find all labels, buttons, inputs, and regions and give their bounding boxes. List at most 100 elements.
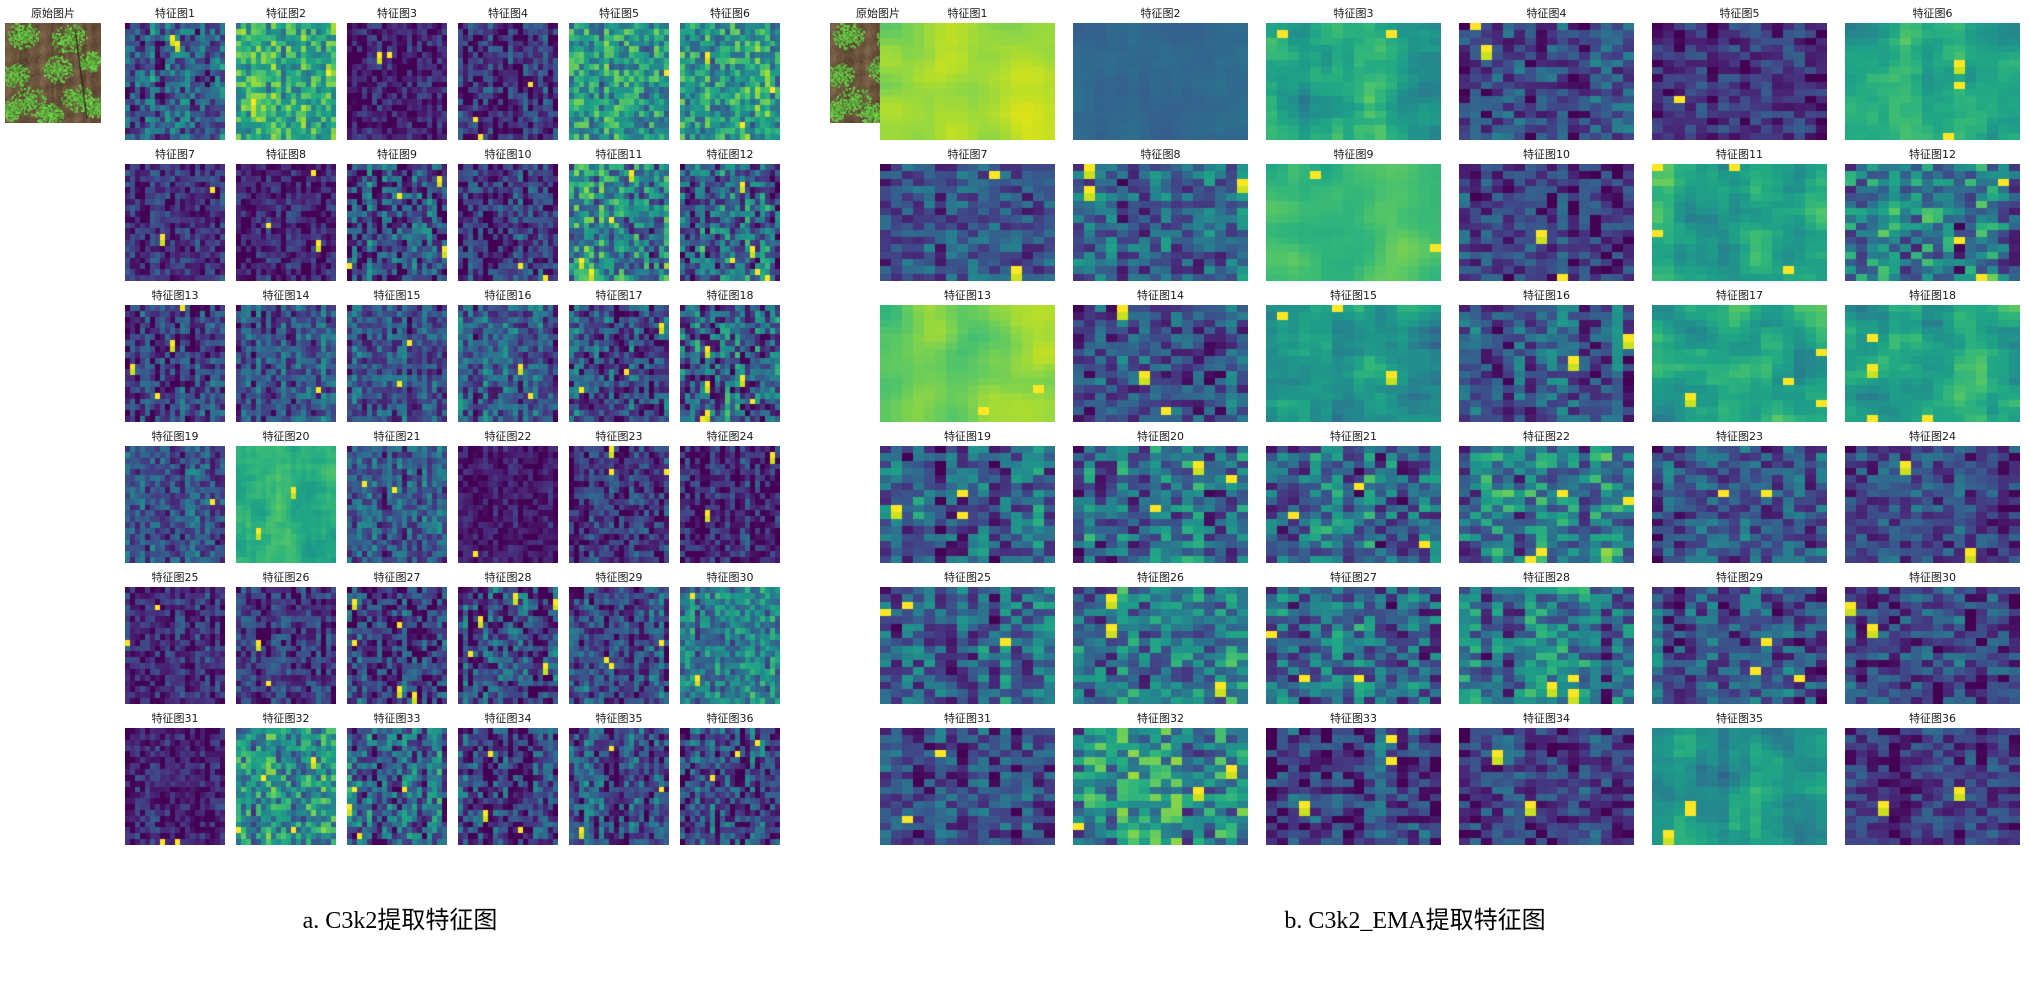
feature-map-label: 特征图17 <box>1716 289 1763 302</box>
feature-map-image <box>125 305 225 422</box>
feature-map-cell: 特征图14 <box>1073 287 1248 428</box>
feature-map-cell: 特征图17 <box>1652 287 1827 428</box>
feature-map-image <box>125 587 225 704</box>
feature-map-image <box>125 23 225 140</box>
feature-map-image <box>458 23 558 140</box>
feature-map-image <box>680 728 780 845</box>
feature-map-image <box>236 446 336 563</box>
feature-map-image <box>1652 446 1827 563</box>
feature-map-image <box>347 164 447 281</box>
feature-map-label: 特征图23 <box>1716 430 1763 443</box>
feature-map-image <box>680 446 780 563</box>
feature-map-cell: 特征图12 <box>1845 146 2020 287</box>
feature-map-grid-b: 特征图1 特征图2 特征图3 特征图4 特征图5 特征图6 特征图7 特征图8 特征图9 特征图1… <box>880 5 2020 851</box>
feature-map-image <box>1073 164 1248 281</box>
feature-map-label: 特征图8 <box>1140 148 1181 161</box>
feature-map-image <box>569 23 669 140</box>
feature-map-label: 特征图6 <box>710 7 750 20</box>
feature-map-image <box>1845 587 2020 704</box>
feature-map-label: 特征图20 <box>262 430 310 443</box>
feature-map-label: 特征图36 <box>1909 712 1956 725</box>
feature-map-label: 特征图15 <box>1330 289 1377 302</box>
feature-map-label: 特征图14 <box>1137 289 1184 302</box>
feature-map-cell: 特征图19 <box>125 428 225 569</box>
feature-map-cell: 特征图9 <box>347 146 447 287</box>
feature-map-label: 特征图1 <box>155 7 195 20</box>
feature-map-cell: 特征图8 <box>236 146 336 287</box>
feature-map-cell: 特征图31 <box>880 710 1055 851</box>
feature-map-cell: 特征图35 <box>1652 710 1827 851</box>
feature-map-image <box>880 164 1055 281</box>
feature-map-label: 特征图2 <box>1140 7 1181 20</box>
feature-map-cell: 特征图6 <box>1845 5 2020 146</box>
feature-map-image <box>1459 587 1634 704</box>
feature-map-image <box>1266 446 1441 563</box>
feature-map-cell: 特征图35 <box>569 710 669 851</box>
feature-map-cell: 特征图29 <box>569 569 669 710</box>
feature-map-image <box>347 23 447 140</box>
feature-map-image <box>1073 305 1248 422</box>
feature-map-label: 特征图2 <box>266 7 306 20</box>
feature-map-label: 特征图21 <box>373 430 421 443</box>
feature-map-image <box>236 587 336 704</box>
feature-map-label: 特征图16 <box>1523 289 1570 302</box>
feature-map-label: 特征图14 <box>262 289 310 302</box>
feature-map-label: 特征图17 <box>595 289 643 302</box>
feature-map-label: 特征图33 <box>1330 712 1377 725</box>
feature-map-image <box>1845 446 2020 563</box>
feature-map-image <box>1459 728 1634 845</box>
feature-map-cell: 特征图26 <box>236 569 336 710</box>
feature-map-cell: 特征图23 <box>569 428 669 569</box>
feature-map-cell: 特征图36 <box>1845 710 2020 851</box>
feature-map-image <box>1652 23 1827 140</box>
feature-map-label: 特征图18 <box>706 289 754 302</box>
original-image-label: 原始图片 <box>31 7 75 20</box>
feature-map-label: 特征图9 <box>377 148 417 161</box>
panel-c3k2-ema: 原始图片 特征图1 特征图2 特征图3 特征图4 特征图5 特征图6 特征图7 特征图8 特征图… <box>800 0 2030 900</box>
feature-map-label: 特征图22 <box>484 430 532 443</box>
feature-map-cell: 特征图7 <box>125 146 225 287</box>
feature-map-cell: 特征图5 <box>1652 5 1827 146</box>
feature-map-image <box>236 23 336 140</box>
feature-map-label: 特征图35 <box>1716 712 1763 725</box>
feature-map-image <box>347 446 447 563</box>
feature-map-cell: 特征图28 <box>1459 569 1634 710</box>
feature-map-label: 特征图6 <box>1912 7 1953 20</box>
feature-map-cell: 特征图9 <box>1266 146 1441 287</box>
feature-map-image <box>236 164 336 281</box>
feature-map-cell: 特征图33 <box>347 710 447 851</box>
feature-map-label: 特征图31 <box>151 712 199 725</box>
feature-map-label: 特征图20 <box>1137 430 1184 443</box>
feature-map-cell: 特征图7 <box>880 146 1055 287</box>
feature-map-cell: 特征图15 <box>347 287 447 428</box>
feature-map-cell: 特征图15 <box>1266 287 1441 428</box>
feature-map-label: 特征图13 <box>944 289 991 302</box>
feature-map-cell: 特征图3 <box>1266 5 1441 146</box>
feature-map-image <box>1845 305 2020 422</box>
feature-map-image <box>347 587 447 704</box>
feature-map-cell: 特征图13 <box>880 287 1055 428</box>
feature-map-image <box>347 728 447 845</box>
feature-map-cell: 特征图10 <box>1459 146 1634 287</box>
feature-map-label: 特征图1 <box>947 7 988 20</box>
panel-caption-a: a. C3k2提取特征图 <box>302 908 498 934</box>
feature-map-cell: 特征图25 <box>880 569 1055 710</box>
feature-map-label: 特征图30 <box>1909 571 1956 584</box>
feature-map-cell: 特征图31 <box>125 710 225 851</box>
panel-c3k2: 原始图片 特征图1 特征图2 特征图3 特征图4 特征图5 特征图6 特征图7 特征图8 特征图… <box>0 0 800 900</box>
feature-map-cell: 特征图22 <box>1459 428 1634 569</box>
feature-map-cell: 特征图4 <box>1459 5 1634 146</box>
feature-map-label: 特征图25 <box>944 571 991 584</box>
feature-map-image <box>1073 23 1248 140</box>
feature-map-image <box>1845 23 2020 140</box>
feature-map-label: 特征图25 <box>151 571 199 584</box>
feature-map-label: 特征图29 <box>1716 571 1763 584</box>
feature-map-cell: 特征图20 <box>236 428 336 569</box>
feature-map-label: 特征图35 <box>595 712 643 725</box>
feature-map-image <box>1459 305 1634 422</box>
feature-map-label: 特征图27 <box>1330 571 1377 584</box>
feature-map-label: 特征图7 <box>947 148 988 161</box>
feature-map-label: 特征图31 <box>944 712 991 725</box>
feature-map-label: 特征图19 <box>944 430 991 443</box>
feature-map-image <box>680 23 780 140</box>
